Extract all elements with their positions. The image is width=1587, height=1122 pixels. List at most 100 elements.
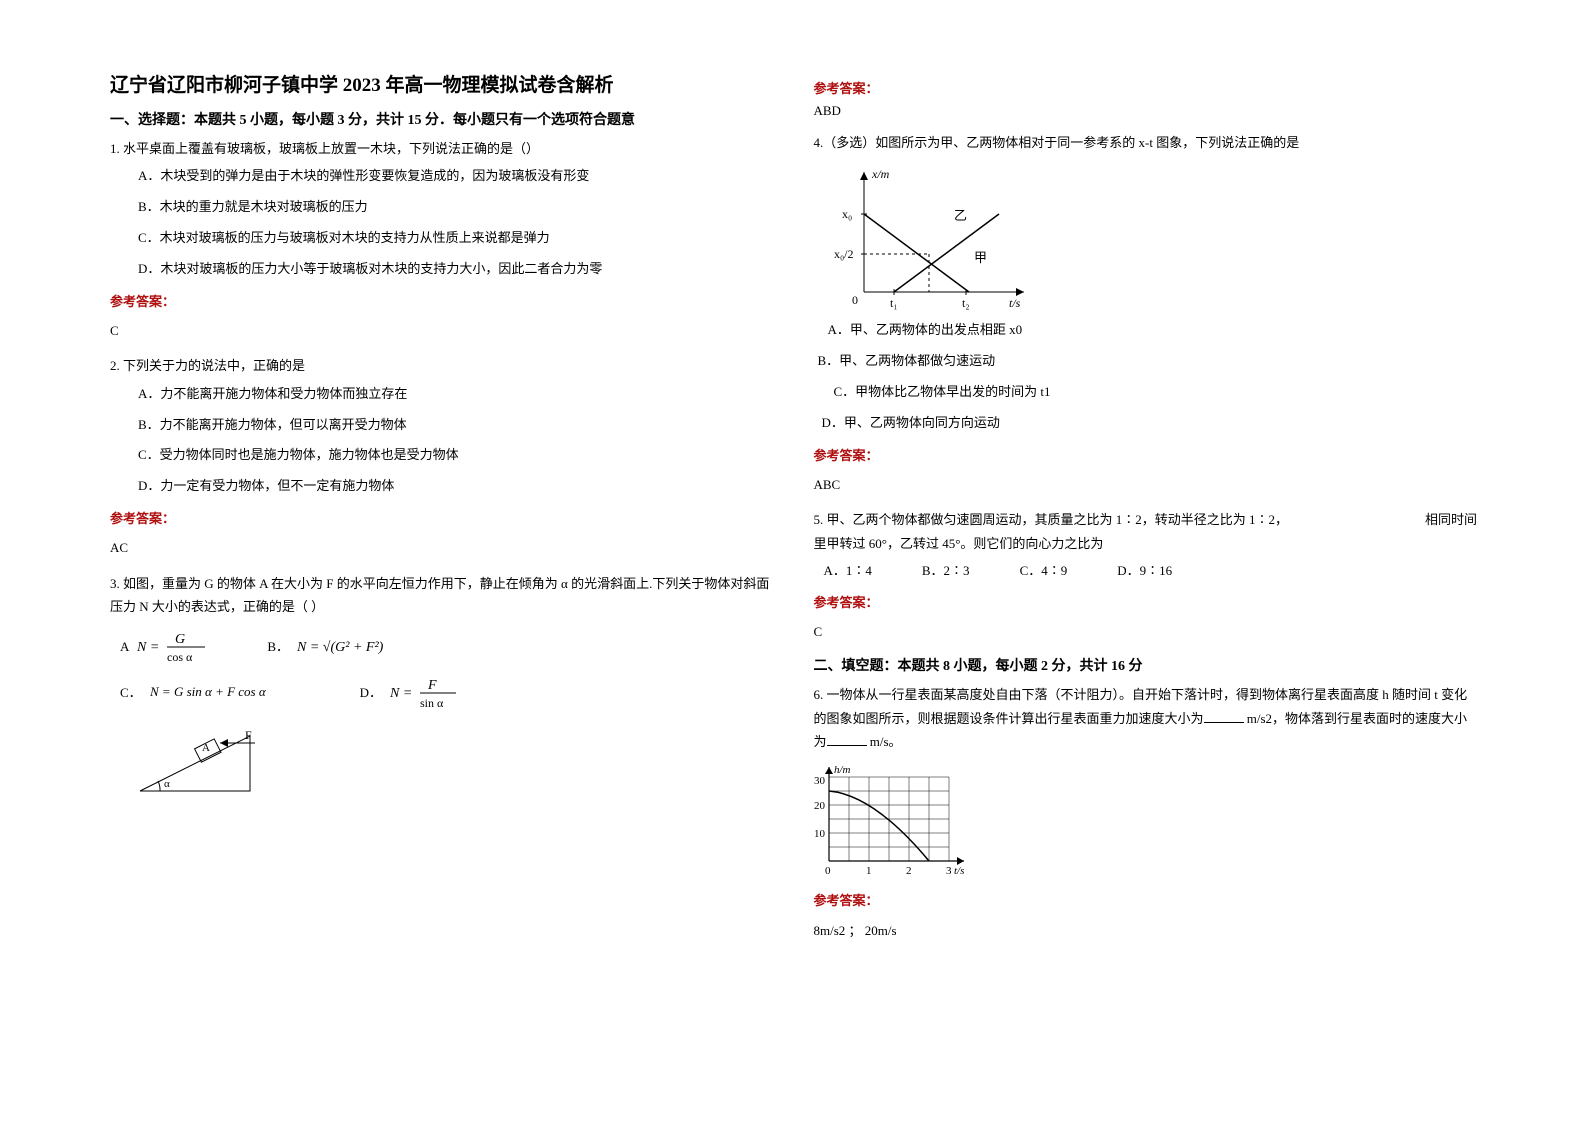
ht-ytick-10: 10 [814, 828, 826, 840]
ht-xlabel: t/s [954, 865, 964, 877]
q5-text-1b: 相同时间 [1425, 508, 1477, 531]
q4-text: 4.（多选）如图所示为甲、乙两物体相对于同一参考系的 x-t 图象，下列说法正确… [814, 131, 1478, 154]
q5-answer: C [814, 620, 1478, 643]
xt-origin: 0 [852, 293, 858, 307]
q6-unit2: m/s。 [870, 734, 902, 749]
q1-option-b: B．木块的重力就是木块对玻璃板的压力 [110, 197, 774, 218]
q4-answer: ABC [814, 473, 1478, 496]
incline-label-a: A [202, 742, 210, 754]
q6-answer: 8m/s2 ； 20m/s [814, 919, 1478, 942]
q3-label-a: A [120, 635, 129, 658]
q2-answer: AC [110, 536, 774, 559]
q2-text: 2. 下列关于力的说法中，正确的是 [110, 354, 774, 377]
ht-xtick-0: 0 [825, 865, 831, 877]
xt-tick-t2: t₂ [962, 296, 970, 310]
q6-answer-label: 参考答案： [814, 889, 1478, 912]
q5-text-1: 5. 甲、乙两个物体都做匀速圆周运动，其质量之比为 1∶2，转动半径之比为 1∶… [814, 508, 1289, 531]
incline-svg: A F α [130, 721, 260, 801]
xt-label-jia: 甲 [974, 250, 987, 265]
xt-tick-x02: x₀/2 [834, 247, 854, 261]
q5-option-c: C．4∶9 [1020, 559, 1068, 582]
q3-formula-b: B． N = √(G² + F²) [267, 635, 397, 659]
q4-option-d: D．甲、乙两物体向同方向运动 [814, 413, 1478, 434]
q1-option-c: C．木块对玻璃板的压力与玻璃板对木块的支持力从性质上来说都是弹力 [110, 228, 774, 249]
ht-xtick-3: 3 [946, 865, 952, 877]
q1-option-d: D．木块对玻璃板的压力大小等于玻璃板对木块的支持力大小，因此二者合力为零 [110, 259, 774, 280]
q6-blank-2 [827, 732, 867, 746]
xt-tick-x0: x₀ [842, 207, 852, 221]
q3-answer: ABD [814, 103, 1478, 119]
question-1: 1. 水平桌面上覆盖有玻璃板，玻璃板上放置一木块，下列说法正确的是（） A．木块… [110, 137, 774, 342]
q6-text: 6. 一物体从一行星表面某高度处自由下落（不计阻力）。自开始下落计时，得到物体离… [814, 683, 1478, 753]
xt-label-yi: 乙 [954, 208, 967, 223]
ht-graph-svg: 10 20 30 0 1 2 3 h/m t/s [814, 761, 974, 881]
question-2: 2. 下列关于力的说法中，正确的是 A．力不能离开施力物体和受力物体而独立存在 … [110, 354, 774, 559]
q5-option-d: D．9∶16 [1117, 559, 1172, 582]
q1-option-a: A．木块受到的弹力是由于木块的弹性形变要恢复造成的，因为玻璃板没有形变 [110, 166, 774, 187]
q5-options: A．1∶4 B．2∶3 C．4∶9 D．9∶16 [814, 559, 1478, 582]
q5-option-b: B．2∶3 [922, 559, 970, 582]
ht-xtick-2: 2 [906, 865, 912, 877]
q3-formula-a: A N = G cos α [120, 629, 207, 665]
xt-xlabel: t/s [1009, 296, 1021, 310]
q4-option-b: B．甲、乙两物体都做匀速运动 [814, 351, 1478, 372]
formula-a-svg: N = G cos α [137, 629, 207, 665]
q1-text: 1. 水平桌面上覆盖有玻璃板，玻璃板上放置一木块，下列说法正确的是（） [110, 137, 774, 160]
q3-label-d: D． [360, 681, 382, 704]
q1-answer-label: 参考答案： [110, 290, 774, 313]
q2-option-b: B．力不能离开施力物体，但可以离开受力物体 [110, 415, 774, 436]
q3-label-b: B． [267, 635, 289, 658]
ht-ytick-20: 20 [814, 800, 826, 812]
question-6: 6. 一物体从一行星表面某高度处自由下落（不计阻力）。自开始下落计时，得到物体离… [814, 683, 1478, 942]
q6-diagram: 10 20 30 0 1 2 3 h/m t/s [814, 761, 1478, 881]
q3-label-c: C． [120, 681, 142, 704]
svg-text:F: F [427, 678, 437, 693]
svg-text:N =: N = [390, 686, 412, 701]
q5-option-a: A．1∶4 [824, 559, 872, 582]
ht-ylabel: h/m [834, 764, 851, 776]
formula-c-svg: N = G sin α + F cos α [150, 682, 300, 702]
q4-answer-label: 参考答案： [814, 444, 1478, 467]
incline-label-f: F [245, 728, 252, 742]
xt-tick-t1: t₁ [890, 296, 898, 310]
q1-answer: C [110, 319, 774, 342]
svg-text:sin α: sin α [420, 696, 444, 710]
question-3: 3. 如图，重量为 G 的物体 A 在大小为 F 的水平向左恒力作用下，静止在倾… [110, 572, 774, 801]
incline-label-alpha: α [164, 778, 170, 790]
svg-text:N = G sin α + F cos α: N = G sin α + F cos α [150, 684, 267, 699]
q3-text: 3. 如图，重量为 G 的物体 A 在大小为 F 的水平向左恒力作用下，静止在倾… [110, 572, 774, 619]
section-2-header: 二、填空题：本题共 8 小题，每小题 2 分，共计 16 分 [814, 655, 1478, 675]
svg-text:G: G [175, 632, 185, 647]
svg-text:N =: N = [137, 640, 159, 655]
q3-answer-label: 参考答案： [814, 78, 1478, 97]
q4-option-c: C．甲物体比乙物体早出发的时间为 t1 [814, 382, 1478, 403]
xt-graph-svg: t/s x/m 0 x₀ x₀/2 乙 甲 t₁ t₂ [834, 162, 1034, 312]
svg-text:N = √(G² + F²): N = √(G² + F²) [297, 640, 384, 655]
ht-ytick-30: 30 [814, 775, 826, 787]
section-1-header: 一、选择题：本题共 5 小题，每小题 3 分，共计 15 分．每小题只有一个选项… [110, 109, 774, 129]
question-4: 4.（多选）如图所示为甲、乙两物体相对于同一参考系的 x-t 图象，下列说法正确… [814, 131, 1478, 496]
q2-option-d: D．力一定有受力物体，但不一定有施力物体 [110, 476, 774, 497]
formula-d-svg: N = F sin α [390, 675, 460, 711]
q3-formula-d: D． N = F sin α [360, 675, 460, 711]
q3-formula-row-2: C． N = G sin α + F cos α D． N = F sin α [110, 675, 774, 711]
q4-diagram: t/s x/m 0 x₀ x₀/2 乙 甲 t₁ t₂ [834, 162, 1478, 312]
formula-b-svg: N = √(G² + F²) [297, 635, 397, 659]
q2-option-c: C．受力物体同时也是施力物体，施力物体也是受力物体 [110, 445, 774, 466]
q3-formula-row-1: A N = G cos α B． N = √(G² + F²) [110, 629, 774, 665]
q5-text-2: 里甲转过 60°，乙转过 45°。则它们的向心力之比为 [814, 532, 1478, 555]
q4-option-a: A．甲、乙两物体的出发点相距 x0 [814, 320, 1478, 341]
question-5: 5. 甲、乙两个物体都做匀速圆周运动，其质量之比为 1∶2，转动半径之比为 1∶… [814, 508, 1478, 643]
right-column: 参考答案： ABD 4.（多选）如图所示为甲、乙两物体相对于同一参考系的 x-t… [794, 70, 1498, 1082]
ht-xtick-1: 1 [866, 865, 872, 877]
q3-formula-c: C． N = G sin α + F cos α [120, 681, 300, 704]
q3-diagram: A F α [130, 721, 774, 801]
xt-ylabel: x/m [871, 167, 890, 181]
q6-blank-1 [1204, 709, 1244, 723]
svg-text:cos α: cos α [167, 650, 193, 664]
exam-title: 辽宁省辽阳市柳河子镇中学 2023 年高一物理模拟试卷含解析 [110, 70, 774, 97]
left-column: 辽宁省辽阳市柳河子镇中学 2023 年高一物理模拟试卷含解析 一、选择题：本题共… [90, 70, 794, 1082]
q2-answer-label: 参考答案： [110, 507, 774, 530]
q2-option-a: A．力不能离开施力物体和受力物体而独立存在 [110, 384, 774, 405]
q5-answer-label: 参考答案： [814, 591, 1478, 614]
